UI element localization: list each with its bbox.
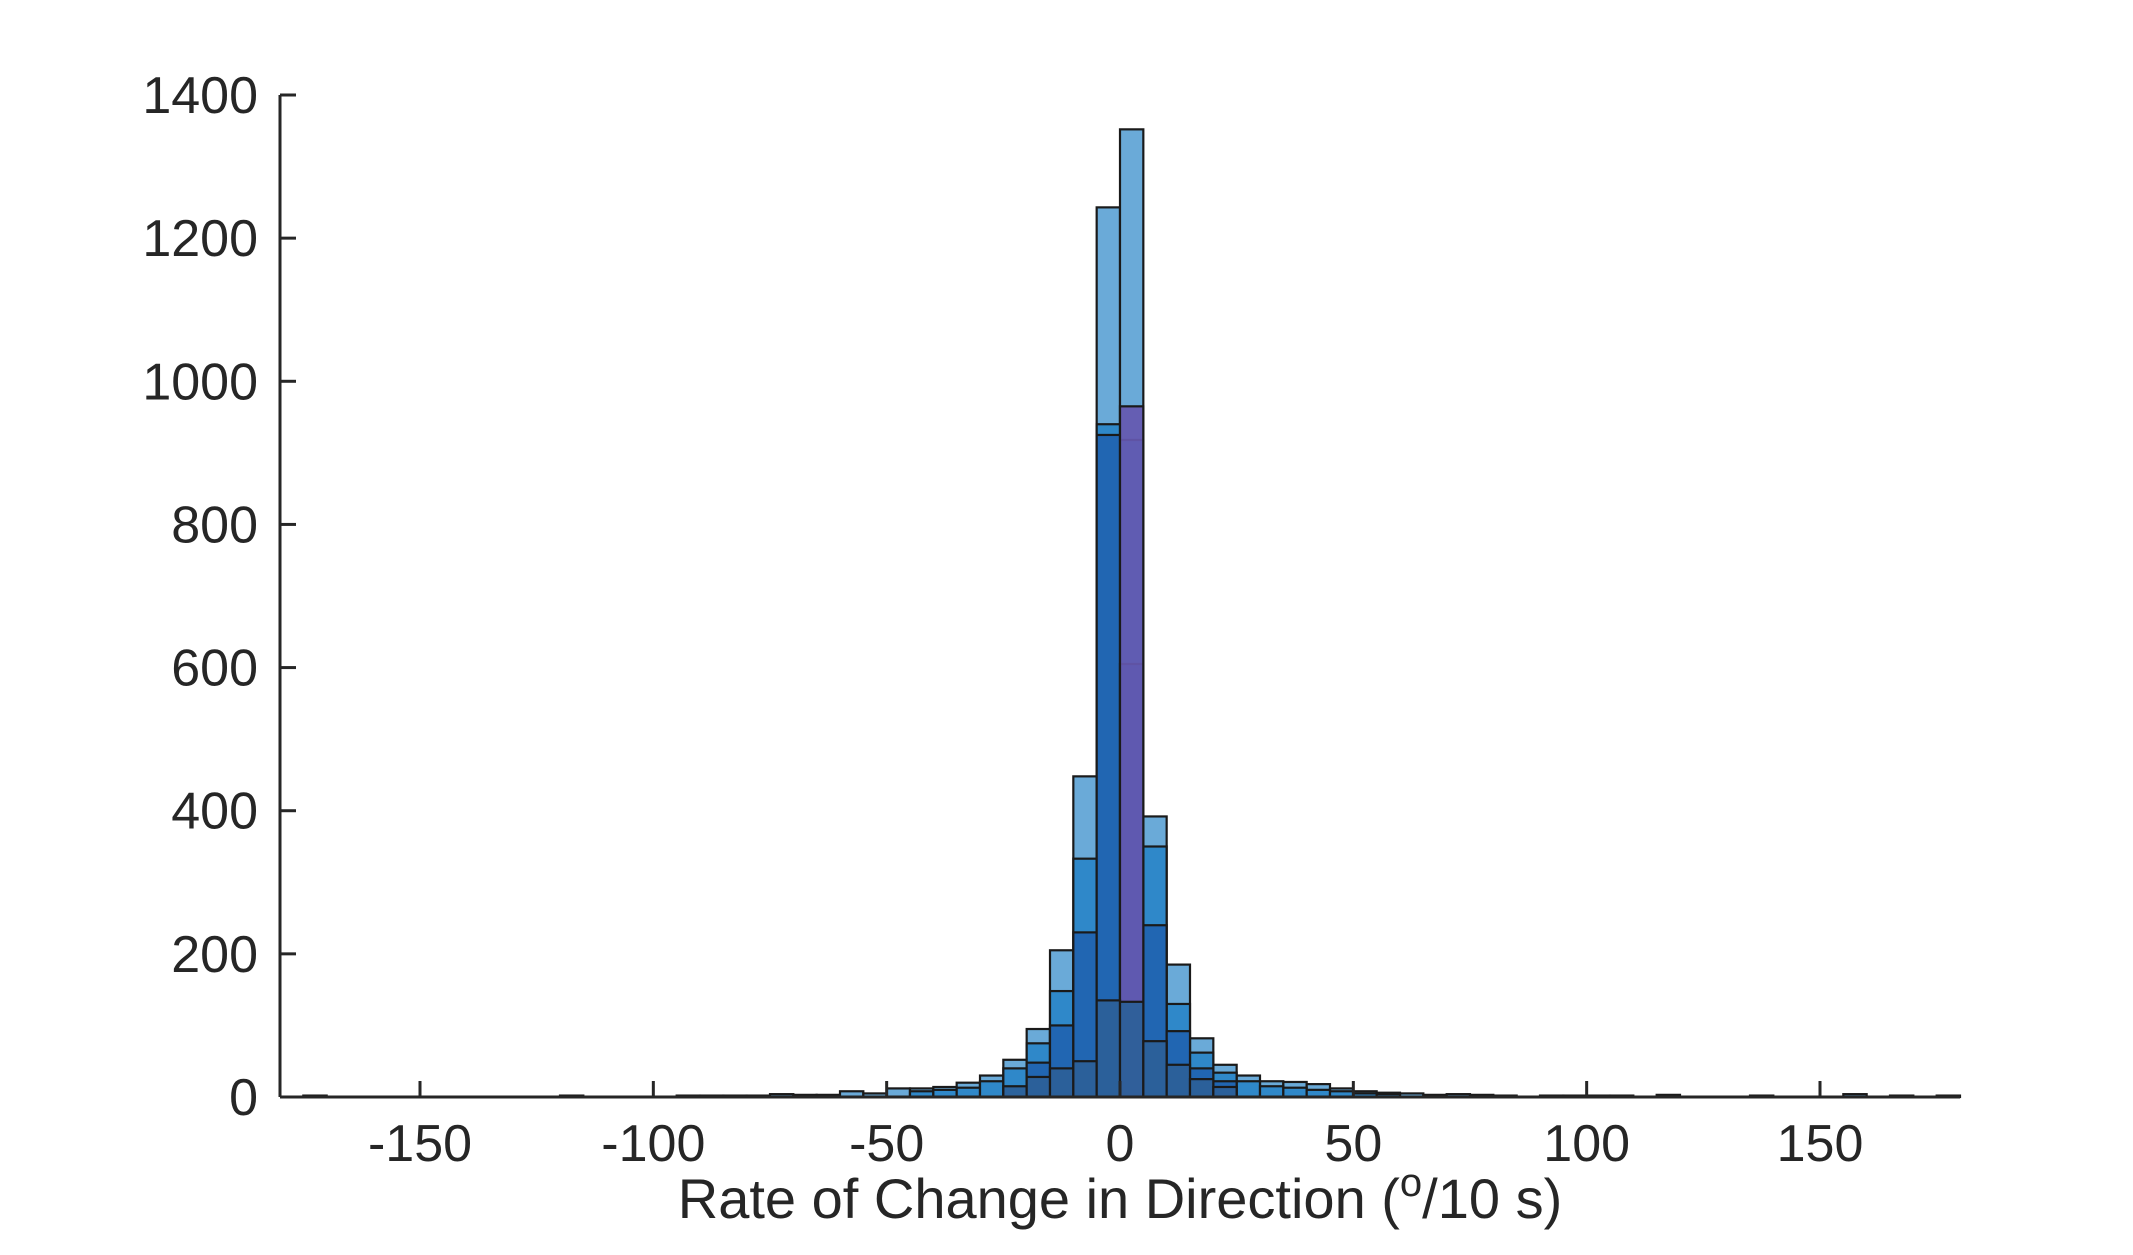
y-tick-label: 800 [171,496,258,554]
x-axis-title-superscript: o [1400,1161,1422,1205]
histogram-bar [1212,1085,1238,1099]
histogram-bar [1095,999,1122,1099]
y-axis-ticks: 0 200 400 600 800 1000 1200 1400 [142,67,296,1127]
histogram-bar [1048,1067,1075,1099]
x-axis-title-prefix: Rate of Change in Direction ( [678,1167,1401,1230]
y-tick-label: 400 [171,783,258,841]
histogram-bar [1188,1078,1215,1099]
y-tick-label: 600 [171,640,258,698]
histogram-bar [978,1080,1005,1099]
histogram-bar [1002,1085,1028,1099]
y-tick-label: 1200 [142,210,258,268]
x-axis-title-suffix: /10 s) [1422,1167,1562,1230]
histogram-bars [302,128,1962,1099]
y-tick-label: 1400 [142,67,258,125]
x-tick-label: -50 [849,1115,924,1173]
x-tick-label: 150 [1777,1115,1864,1173]
x-axis-ticks: -150 -100 -50 0 50 100 150 [368,1081,1863,1173]
x-tick-label: -100 [601,1115,705,1173]
x-tick-label: -150 [368,1115,472,1173]
x-tick-label: 50 [1324,1115,1382,1173]
x-tick-label: 100 [1543,1115,1630,1173]
histogram-bar [1165,1063,1192,1099]
y-tick-label: 1000 [142,353,258,411]
x-tick-label: 0 [1106,1115,1135,1173]
histogram-bar [1072,1060,1098,1099]
y-tick-label: 200 [171,926,258,984]
histogram-bar [1025,1075,1052,1099]
histogram-bar [1095,433,1122,1099]
histogram-bar [1118,405,1145,1099]
x-axis-title: Rate of Change in Direction (o/10 s) [678,1161,1562,1230]
y-tick-label: 0 [229,1069,258,1127]
histogram-bar [1118,1000,1145,1099]
histogram-bar [1142,1040,1168,1099]
histogram-bar [1235,1080,1262,1099]
histogram-bar [1258,1085,1285,1099]
